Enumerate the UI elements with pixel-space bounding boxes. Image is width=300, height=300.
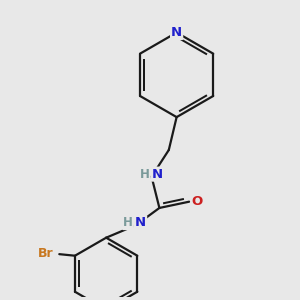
Text: N: N: [135, 216, 146, 229]
Text: H: H: [123, 216, 133, 229]
Text: H: H: [140, 168, 150, 181]
Text: N: N: [152, 168, 163, 181]
Text: Br: Br: [38, 247, 54, 260]
Text: N: N: [171, 26, 182, 39]
Text: O: O: [191, 195, 203, 208]
